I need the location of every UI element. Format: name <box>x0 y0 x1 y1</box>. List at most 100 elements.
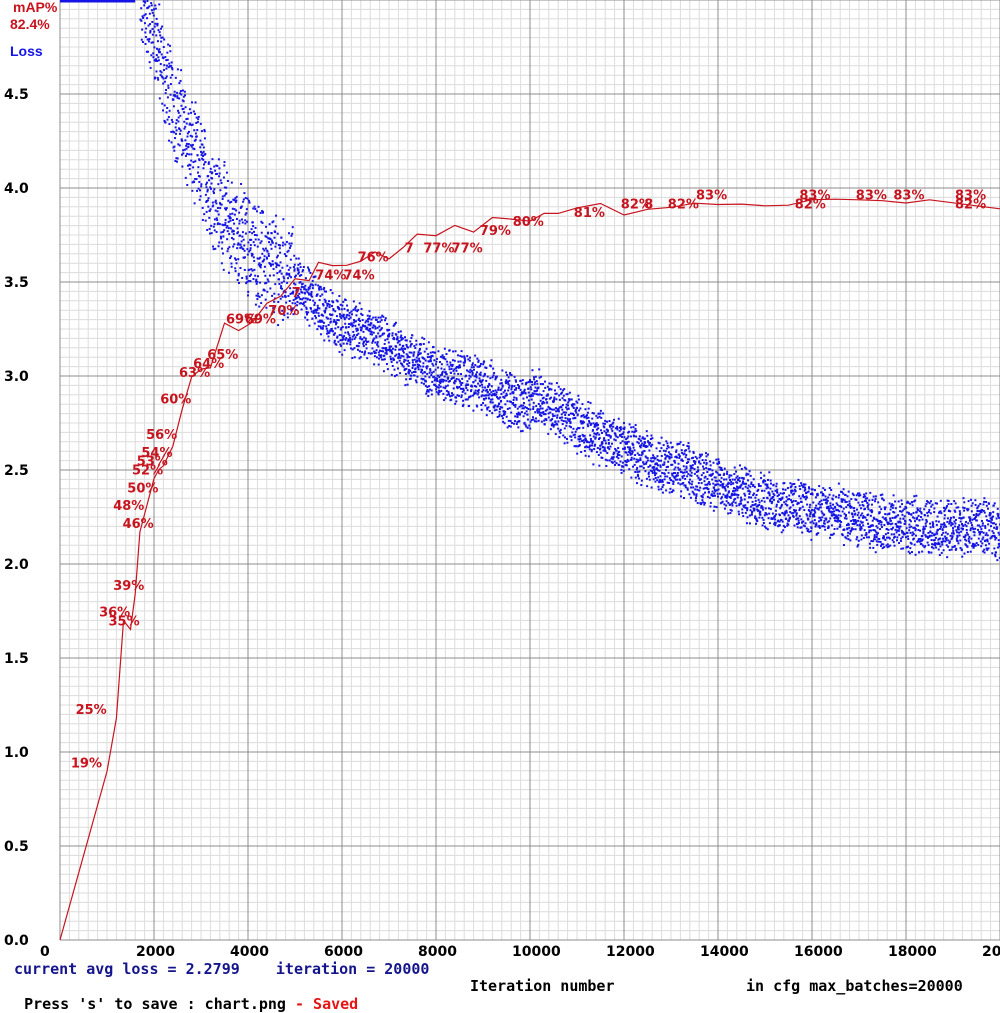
loss-point <box>476 389 479 392</box>
loss-point <box>144 42 147 45</box>
loss-point <box>692 486 695 489</box>
loss-point <box>435 390 438 393</box>
loss-point <box>504 380 507 383</box>
loss-point <box>901 513 904 516</box>
loss-point <box>377 363 380 366</box>
loss-point <box>803 489 806 492</box>
loss-point <box>768 522 771 525</box>
loss-point <box>810 530 813 533</box>
loss-point <box>735 493 738 496</box>
loss-point <box>573 445 576 448</box>
loss-point <box>765 513 768 516</box>
loss-point <box>661 471 664 474</box>
loss-point <box>278 264 281 267</box>
loss-point <box>715 506 718 509</box>
loss-point <box>589 424 592 427</box>
loss-point <box>364 337 367 340</box>
loss-point <box>696 488 699 491</box>
loss-point <box>540 394 543 397</box>
loss-point <box>543 419 546 422</box>
loss-point <box>465 374 468 377</box>
loss-point <box>993 526 996 529</box>
loss-point <box>338 308 341 311</box>
loss-point <box>409 377 412 380</box>
loss-point <box>575 411 578 414</box>
loss-point <box>730 492 733 495</box>
loss-point <box>285 301 288 304</box>
loss-point <box>935 546 938 549</box>
loss-point <box>913 495 916 498</box>
loss-point <box>198 175 201 178</box>
loss-point <box>618 454 621 457</box>
loss-point <box>539 405 542 408</box>
loss-point <box>261 221 264 224</box>
loss-point <box>640 465 643 468</box>
loss-point <box>413 363 416 366</box>
loss-point <box>726 483 729 486</box>
loss-point <box>982 536 985 539</box>
loss-point <box>745 472 748 475</box>
loss-point <box>861 516 864 519</box>
loss-point <box>930 551 933 554</box>
loss-point <box>405 353 408 356</box>
loss-point <box>231 219 234 222</box>
loss-point <box>502 420 505 423</box>
loss-point <box>585 415 588 418</box>
loss-point <box>429 358 432 361</box>
loss-point <box>654 474 657 477</box>
loss-point <box>547 416 550 419</box>
loss-point <box>794 500 797 503</box>
loss-point <box>752 483 755 486</box>
loss-point <box>304 284 307 287</box>
loss-point <box>823 525 826 528</box>
loss-point <box>338 295 341 298</box>
loss-point <box>642 445 645 448</box>
map-point-label: 74% <box>315 268 346 283</box>
loss-point <box>557 410 560 413</box>
loss-point <box>937 520 940 523</box>
loss-point <box>156 59 159 62</box>
loss-point <box>331 305 334 308</box>
loss-point <box>320 313 323 316</box>
loss-point <box>343 335 346 338</box>
loss-point <box>833 528 836 531</box>
loss-point <box>494 389 497 392</box>
loss-point <box>337 340 340 343</box>
loss-point <box>330 327 333 330</box>
loss-point <box>613 451 616 454</box>
loss-point <box>485 394 488 397</box>
loss-point <box>603 426 606 429</box>
loss-point <box>610 424 613 427</box>
loss-point <box>985 532 988 535</box>
loss-point <box>695 494 698 497</box>
loss-point <box>760 489 763 492</box>
loss-point <box>980 509 983 512</box>
loss-point <box>428 385 431 388</box>
loss-point <box>828 507 831 510</box>
loss-point <box>858 494 860 497</box>
loss-point <box>851 515 854 518</box>
loss-point <box>720 497 723 500</box>
loss-point <box>181 139 184 142</box>
loss-point <box>806 514 809 517</box>
loss-point <box>162 82 165 85</box>
loss-point <box>990 518 993 521</box>
loss-point <box>642 461 645 464</box>
loss-point <box>405 343 408 346</box>
loss-point <box>845 500 848 503</box>
loss-point <box>343 316 346 319</box>
loss-point <box>762 497 765 500</box>
loss-point <box>502 391 505 394</box>
loss-point <box>931 521 934 524</box>
loss-point <box>630 476 633 479</box>
loss-point <box>815 504 818 507</box>
loss-point <box>701 459 704 462</box>
loss-point <box>488 393 491 396</box>
loss-point <box>521 407 524 410</box>
loss-point <box>780 531 783 534</box>
loss-point <box>706 471 709 474</box>
loss-point <box>422 378 425 381</box>
loss-point <box>976 506 979 509</box>
loss-point <box>530 395 533 398</box>
loss-point <box>572 414 575 417</box>
